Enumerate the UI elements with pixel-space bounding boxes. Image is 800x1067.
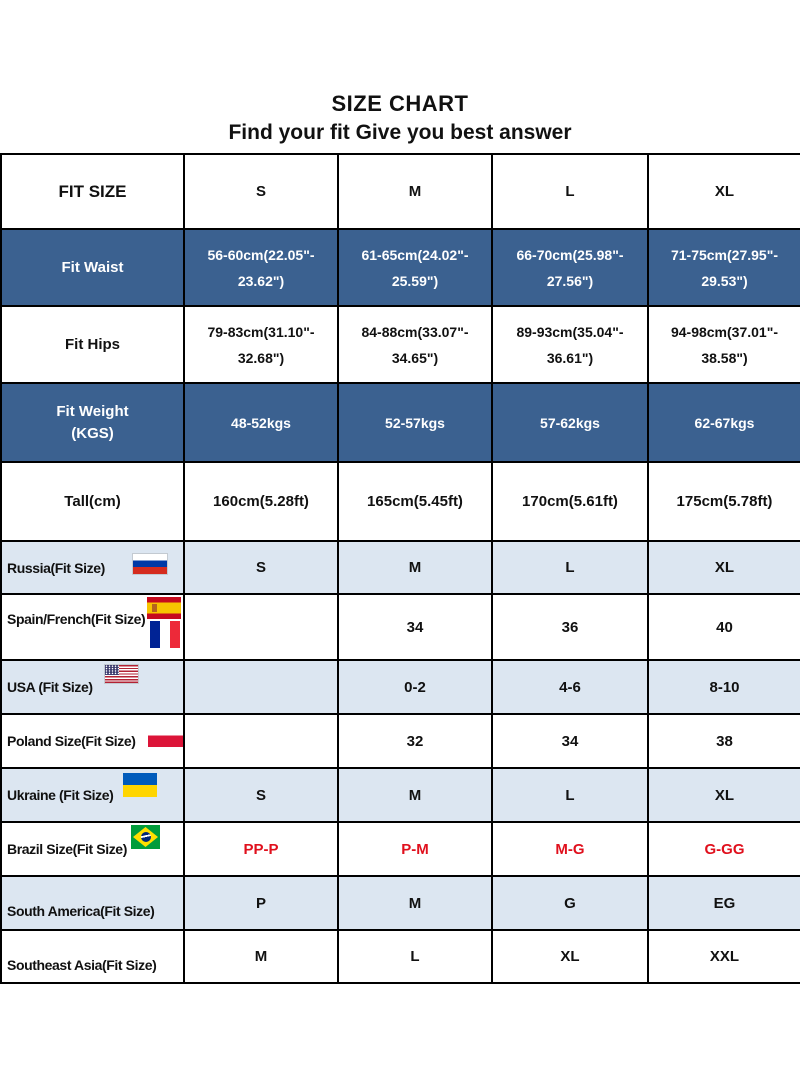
table-row-spain-french: Spain/French(Fit Size) 34 36 40 — [0, 593, 800, 661]
cell: 57-62kgs — [491, 382, 649, 463]
row-label-text: Russia(Fit Size) — [7, 559, 105, 576]
france-flag-icon — [150, 621, 180, 648]
header-fit-size: FIT SIZE — [0, 153, 185, 230]
cell: 48-52kgs — [183, 382, 339, 463]
cell: M — [337, 875, 493, 931]
cell: EG — [647, 875, 800, 931]
cell: 32 — [337, 713, 493, 769]
size-chart-table: FIT SIZE S M L XL Fit Waist 56-60cm(22.0… — [0, 153, 800, 984]
cell: 84-88cm(33.07"- 34.65") — [337, 305, 493, 384]
row-label: Ukraine (Fit Size) — [0, 767, 185, 823]
poland-flag-icon — [148, 724, 182, 747]
row-label-text: South America(Fit Size) — [7, 903, 155, 919]
cell: 62-67kgs — [647, 382, 800, 463]
table-row-fit-waist: Fit Waist 56-60cm(22.05"- 23.62") 61-65c… — [0, 228, 800, 307]
cell: G — [491, 875, 649, 931]
page-header: SIZE CHART Find your fit Give you best a… — [0, 0, 800, 148]
cell: 71-75cm(27.95"- 29.53") — [647, 228, 800, 307]
row-label: Poland Size(Fit Size) — [0, 713, 185, 769]
cell: P-M — [337, 821, 493, 877]
row-label-text: Spain/French(Fit Size) — [7, 611, 146, 627]
brazil-flag-icon — [131, 825, 160, 849]
row-label: Fit Weight (KGS) — [0, 382, 185, 463]
table-row-usa: USA (Fit Size) 0-2 4-6 8-10 — [0, 659, 800, 715]
cell: 8-10 — [647, 659, 800, 715]
cell: XXL — [647, 929, 800, 984]
cell: XL — [647, 767, 800, 823]
row-label-text: USA (Fit Size) — [7, 679, 93, 695]
row-label: Russia(Fit Size) — [0, 540, 185, 595]
table-row-south-america: South America(Fit Size) P M G EG — [0, 875, 800, 931]
row-label: Fit Hips — [0, 305, 185, 384]
cell: 34 — [337, 593, 493, 661]
cell: L — [337, 929, 493, 984]
cell: G-GG — [647, 821, 800, 877]
cell: 0-2 — [337, 659, 493, 715]
table-row-brazil: Brazil Size(Fit Size) PP-P P-M M-G G-GG — [0, 821, 800, 877]
header-size-xl: XL — [647, 153, 800, 230]
row-label: South America(Fit Size) — [0, 875, 185, 931]
cell: 40 — [647, 593, 800, 661]
table-header-row: FIT SIZE S M L XL — [0, 153, 800, 230]
table-row-russia: Russia(Fit Size) S M L XL — [0, 540, 800, 595]
cell: 89-93cm(35.04"- 36.61") — [491, 305, 649, 384]
cell: XL — [491, 929, 649, 984]
cell: 94-98cm(37.01"- 38.58") — [647, 305, 800, 384]
cell: XL — [647, 540, 800, 595]
page-subtitle: Find your fit Give you best answer — [228, 121, 572, 144]
russia-flag-icon — [133, 554, 167, 574]
header-size-m: M — [337, 153, 493, 230]
table-row-tall: Tall(cm) 160cm(5.28ft) 165cm(5.45ft) 170… — [0, 461, 800, 542]
cell: 4-6 — [491, 659, 649, 715]
row-label: Brazil Size(Fit Size) — [0, 821, 185, 877]
cell: 79-83cm(31.10"- 32.68") — [183, 305, 339, 384]
cell: 38 — [647, 713, 800, 769]
cell — [183, 713, 339, 769]
table-row-ukraine: Ukraine (Fit Size) S M L XL — [0, 767, 800, 823]
cell: 175cm(5.78ft) — [647, 461, 800, 542]
cell: 56-60cm(22.05"- 23.62") — [183, 228, 339, 307]
table-row-southeast-asia: Southeast Asia(Fit Size) M L XL XXL — [0, 929, 800, 984]
cell: M-G — [491, 821, 649, 877]
table-row-fit-hips: Fit Hips 79-83cm(31.10"- 32.68") 84-88cm… — [0, 305, 800, 384]
cell: M — [183, 929, 339, 984]
cell: 165cm(5.45ft) — [337, 461, 493, 542]
usa-flag-icon — [105, 665, 138, 683]
cell: 61-65cm(24.02"- 25.59") — [337, 228, 493, 307]
cell: 160cm(5.28ft) — [183, 461, 339, 542]
cell: 34 — [491, 713, 649, 769]
cell: 66-70cm(25.98"- 27.56") — [491, 228, 649, 307]
cell: 52-57kgs — [337, 382, 493, 463]
table-row-poland: Poland Size(Fit Size) 32 34 38 — [0, 713, 800, 769]
row-label-text: Ukraine (Fit Size) — [7, 787, 114, 803]
row-label-text: Poland Size(Fit Size) — [7, 733, 136, 749]
cell: L — [491, 540, 649, 595]
spain-flag-icon — [147, 597, 181, 619]
ukraine-flag-icon — [123, 773, 157, 797]
header-size-l: L — [491, 153, 649, 230]
cell: M — [337, 767, 493, 823]
cell: 36 — [491, 593, 649, 661]
row-label-text: Southeast Asia(Fit Size) — [7, 956, 157, 973]
header-size-s: S — [183, 153, 339, 230]
cell: 170cm(5.61ft) — [491, 461, 649, 542]
cell: M — [337, 540, 493, 595]
cell: L — [491, 767, 649, 823]
cell: S — [183, 540, 339, 595]
row-label: USA (Fit Size) — [0, 659, 185, 715]
page-title: SIZE CHART — [331, 91, 469, 116]
row-label: Fit Waist — [0, 228, 185, 307]
row-label: Spain/French(Fit Size) — [0, 593, 185, 661]
cell: S — [183, 767, 339, 823]
table-row-fit-weight: Fit Weight (KGS) 48-52kgs 52-57kgs 57-62… — [0, 382, 800, 463]
cell — [183, 593, 339, 661]
row-label: Southeast Asia(Fit Size) — [0, 929, 185, 984]
cell: PP-P — [183, 821, 339, 877]
cell — [183, 659, 339, 715]
cell: P — [183, 875, 339, 931]
row-label-text: Brazil Size(Fit Size) — [7, 841, 127, 857]
row-label: Tall(cm) — [0, 461, 185, 542]
